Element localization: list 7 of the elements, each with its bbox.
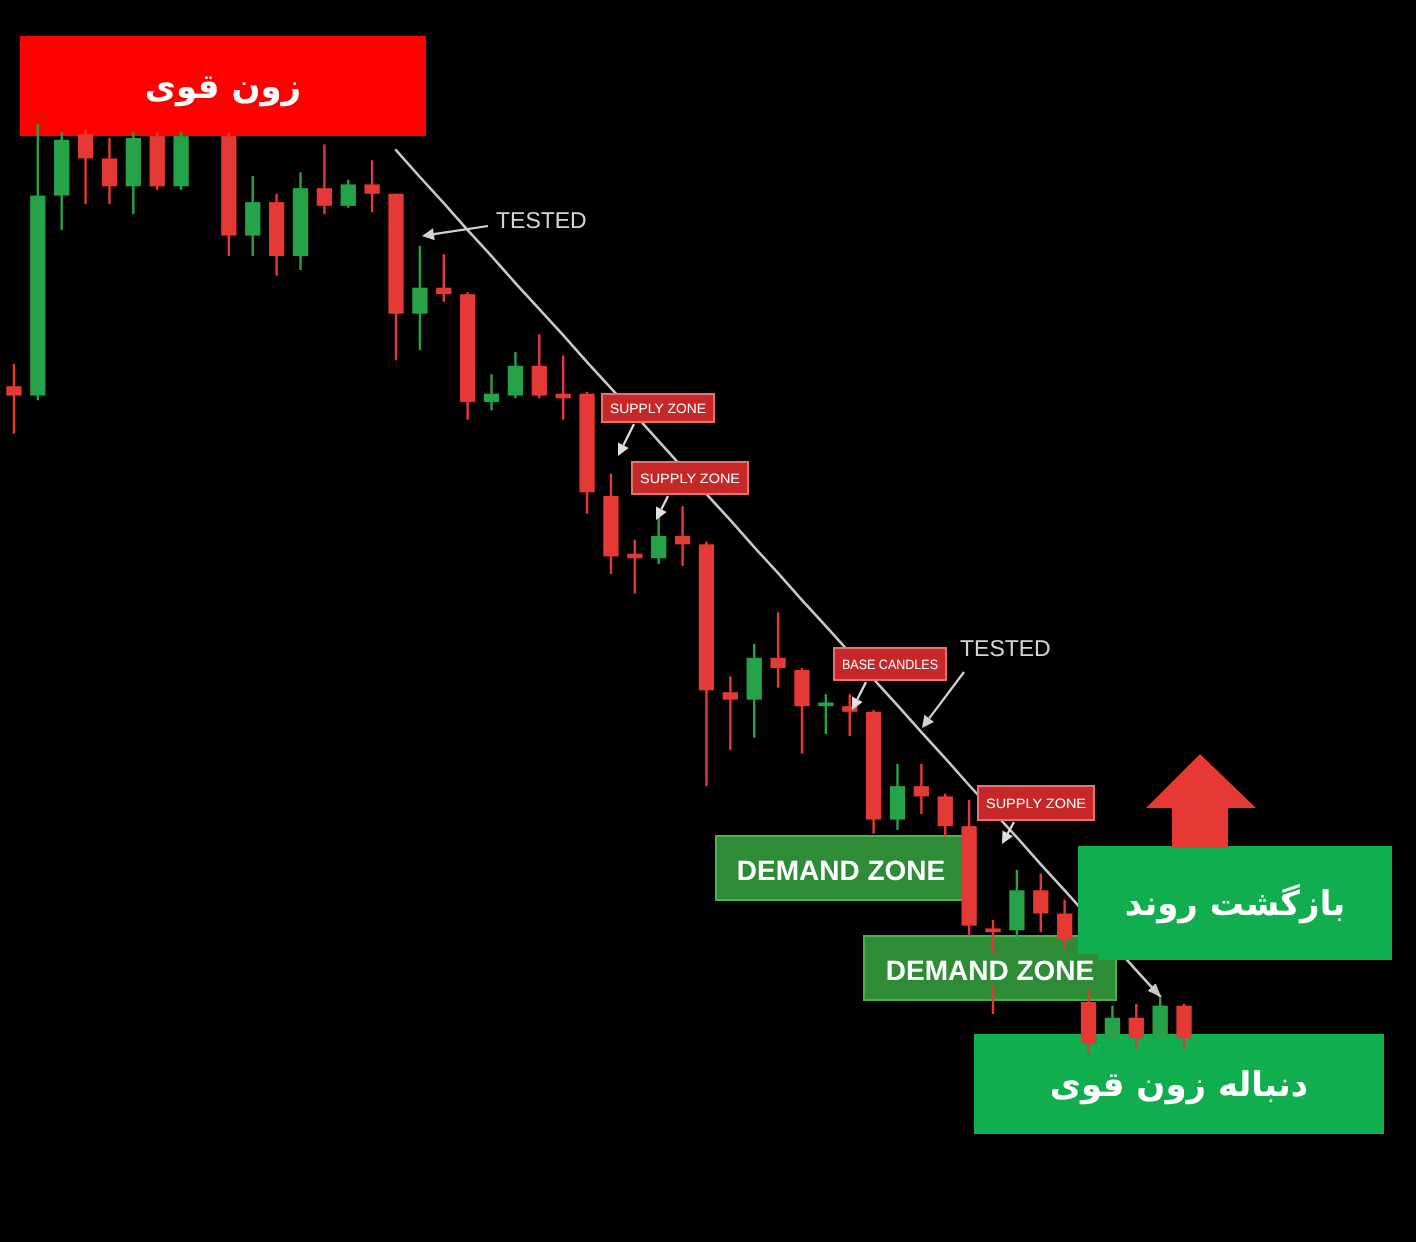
- annotation: DEMAND ZONE: [732, 854, 950, 886]
- annotation: TESTED: [496, 210, 587, 234]
- annotation: TESTED: [960, 638, 1051, 662]
- annotation: بازگشت روند: [1120, 883, 1350, 925]
- annotation: زون قوی: [140, 68, 306, 108]
- annotation: دنباله زون قوی: [1045, 1066, 1313, 1106]
- annotation: DEMAND ZONE: [881, 954, 1099, 986]
